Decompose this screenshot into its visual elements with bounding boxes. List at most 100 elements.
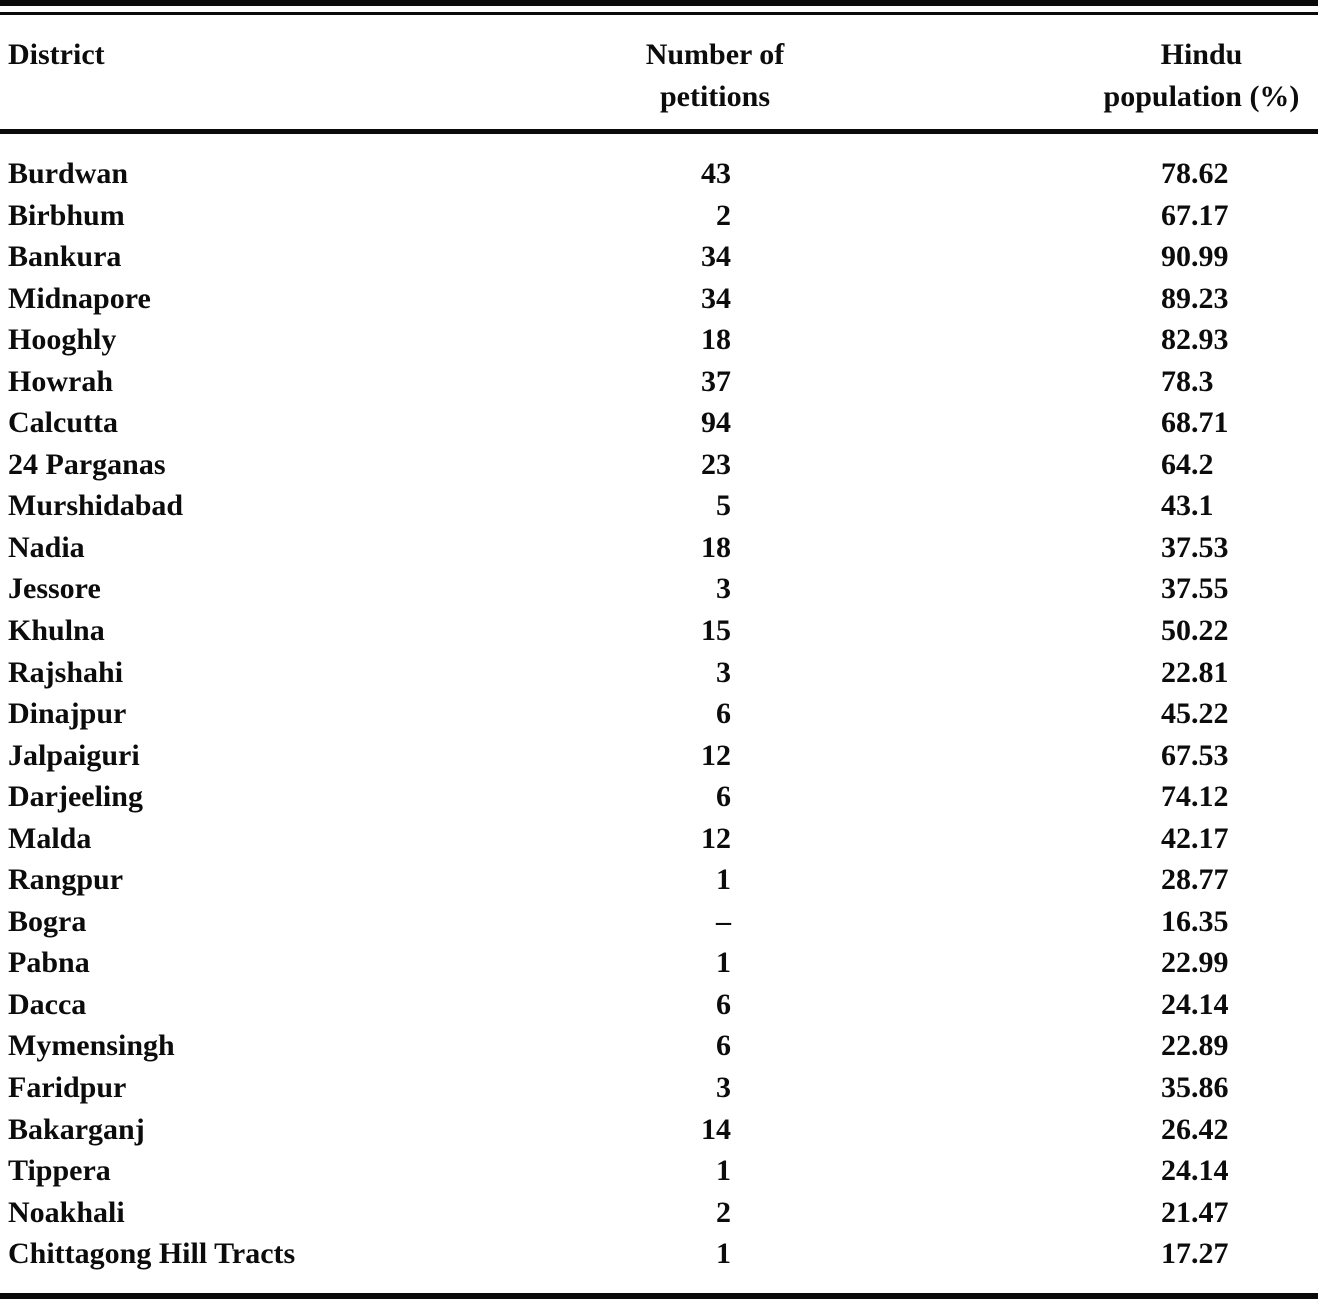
table-row: Jessore 3 37.55 [0,568,1318,610]
table-row: Pabna 1 22.99 [0,942,1318,984]
table-row: Bankura 34 90.99 [0,236,1318,278]
petitions-cell: 23 [701,447,731,481]
table-row: Burdwan 43 78.62 [0,153,1318,195]
district-cell: Darjeeling [8,780,143,814]
petitions-cell: 34 [701,240,731,274]
table-row: Birbhum 2 67.17 [0,195,1318,237]
district-cell: Chittagong Hill Tracts [8,1237,296,1271]
district-cell: Khulna [8,614,105,648]
hindu-pct-cell: 21.47 [1161,1195,1229,1229]
table-row: Howrah 37 78.3 [0,361,1318,403]
district-cell: Dacca [8,987,87,1021]
table-row: Rajshahi 3 22.81 [0,652,1318,694]
hindu-pct-cell: 90.99 [1161,240,1229,274]
table-row: Hooghly 18 82.93 [0,319,1318,361]
petitions-cell: – [716,904,731,938]
table-row: Tippera 1 24.14 [0,1150,1318,1192]
district-cell: Calcutta [8,406,118,440]
top-rule-outer [0,0,1318,6]
district-cell: Tippera [8,1154,111,1188]
petitions-cell: 18 [701,323,731,357]
district-cell: Malda [8,821,92,855]
table-row: Rangpur 1 28.77 [0,859,1318,901]
column-header-petitions-line2: petitions [659,80,770,113]
table-row: Noakhali 2 21.47 [0,1192,1318,1234]
petitions-cell: 18 [701,530,731,564]
hindu-pct-cell: 45.22 [1161,697,1229,731]
district-cell: Howrah [8,364,113,398]
district-cell: Birbhum [8,198,125,232]
hindu-pct-cell: 37.55 [1161,572,1229,606]
petitions-cell: 43 [701,157,731,190]
petitions-cell: 1 [716,1154,731,1188]
district-cell: Nadia [8,530,85,564]
table-row: 24 Parganas 23 64.2 [0,444,1318,486]
petitions-cell: 94 [701,406,731,440]
hindu-pct-cell: 22.99 [1161,946,1229,980]
hindu-pct-cell: 17.27 [1161,1237,1229,1271]
column-header-petitions: Number of petitions [595,34,835,118]
table-row: Bogra – 16.35 [0,901,1318,943]
hindu-pct-cell: 89.23 [1161,281,1229,315]
petitions-cell: 2 [716,1195,731,1229]
hindu-pct-cell: 43.1 [1161,489,1214,523]
hindu-pct-cell: 78.3 [1161,364,1214,398]
hindu-pct-cell: 82.93 [1161,323,1229,357]
hindu-pct-cell: 64.2 [1161,447,1214,481]
petitions-cell: 6 [716,987,731,1021]
district-cell: Murshidabad [8,489,184,523]
district-cell: Midnapore [8,281,151,315]
district-cell: Bogra [8,904,87,938]
district-cell: Noakhali [8,1195,125,1229]
district-cell: Jalpaiguri [8,738,140,772]
petitions-cell: 12 [701,738,731,772]
top-rule-inner [0,12,1318,15]
hindu-pct-cell: 16.35 [1161,904,1229,938]
table-row: Khulna 15 50.22 [0,610,1318,652]
petitions-cell: 12 [701,821,731,855]
table-row: Chittagong Hill Tracts 1 17.27 [0,1233,1318,1275]
petitions-cell: 3 [716,1071,731,1105]
hindu-pct-cell: 26.42 [1161,1112,1229,1146]
district-cell: Pabna [8,946,90,980]
hindu-pct-cell: 67.17 [1161,198,1229,232]
table-row: Malda 12 42.17 [0,818,1318,860]
hindu-pct-cell: 24.14 [1161,987,1229,1021]
hindu-pct-cell: 78.62 [1161,157,1229,190]
column-header-petitions-line1: Number of [645,38,785,71]
table-row: Nadia 18 37.53 [0,527,1318,569]
petitions-cell: 34 [701,281,731,315]
district-cell: Mymensingh [8,1029,175,1063]
district-cell: Rajshahi [8,655,124,689]
petitions-cell: 1 [716,946,731,980]
district-cell: Bankura [8,240,122,274]
column-header-hindu-population: Hindu population (%) [1085,34,1318,118]
table-row: Darjeeling 6 74.12 [0,776,1318,818]
petitions-cell: 5 [716,489,731,523]
table-row: Calcutta 94 68.71 [0,402,1318,444]
district-cell: 24 Parganas [8,447,166,481]
column-header-hindu-line1: Hindu [1160,38,1243,71]
hindu-pct-cell: 42.17 [1161,821,1229,855]
hindu-pct-cell: 68.71 [1161,406,1229,440]
table-row: Faridpur 3 35.86 [0,1067,1318,1109]
district-cell: Faridpur [8,1071,127,1105]
district-cell: Jessore [8,572,101,606]
district-cell: Bakarganj [8,1112,145,1146]
petitions-cell: 6 [716,780,731,814]
hindu-pct-cell: 22.81 [1161,655,1229,689]
column-header-hindu-line2: population (%) [1103,80,1300,113]
petitions-cell: 1 [716,1237,731,1271]
table-row: Mymensingh 6 22.89 [0,1025,1318,1067]
hindu-pct-cell: 74.12 [1161,780,1229,814]
hindu-pct-cell: 35.86 [1161,1071,1229,1105]
district-cell: Burdwan [8,157,129,190]
column-header-district: District [8,38,105,71]
header-separator-rule [0,129,1318,134]
petitions-cell: 14 [701,1112,731,1146]
table-row: Murshidabad 5 43.1 [0,485,1318,527]
petitions-cell: 1 [716,863,731,897]
petitions-cell: 6 [716,697,731,731]
table-row: Dinajpur 6 45.22 [0,693,1318,735]
